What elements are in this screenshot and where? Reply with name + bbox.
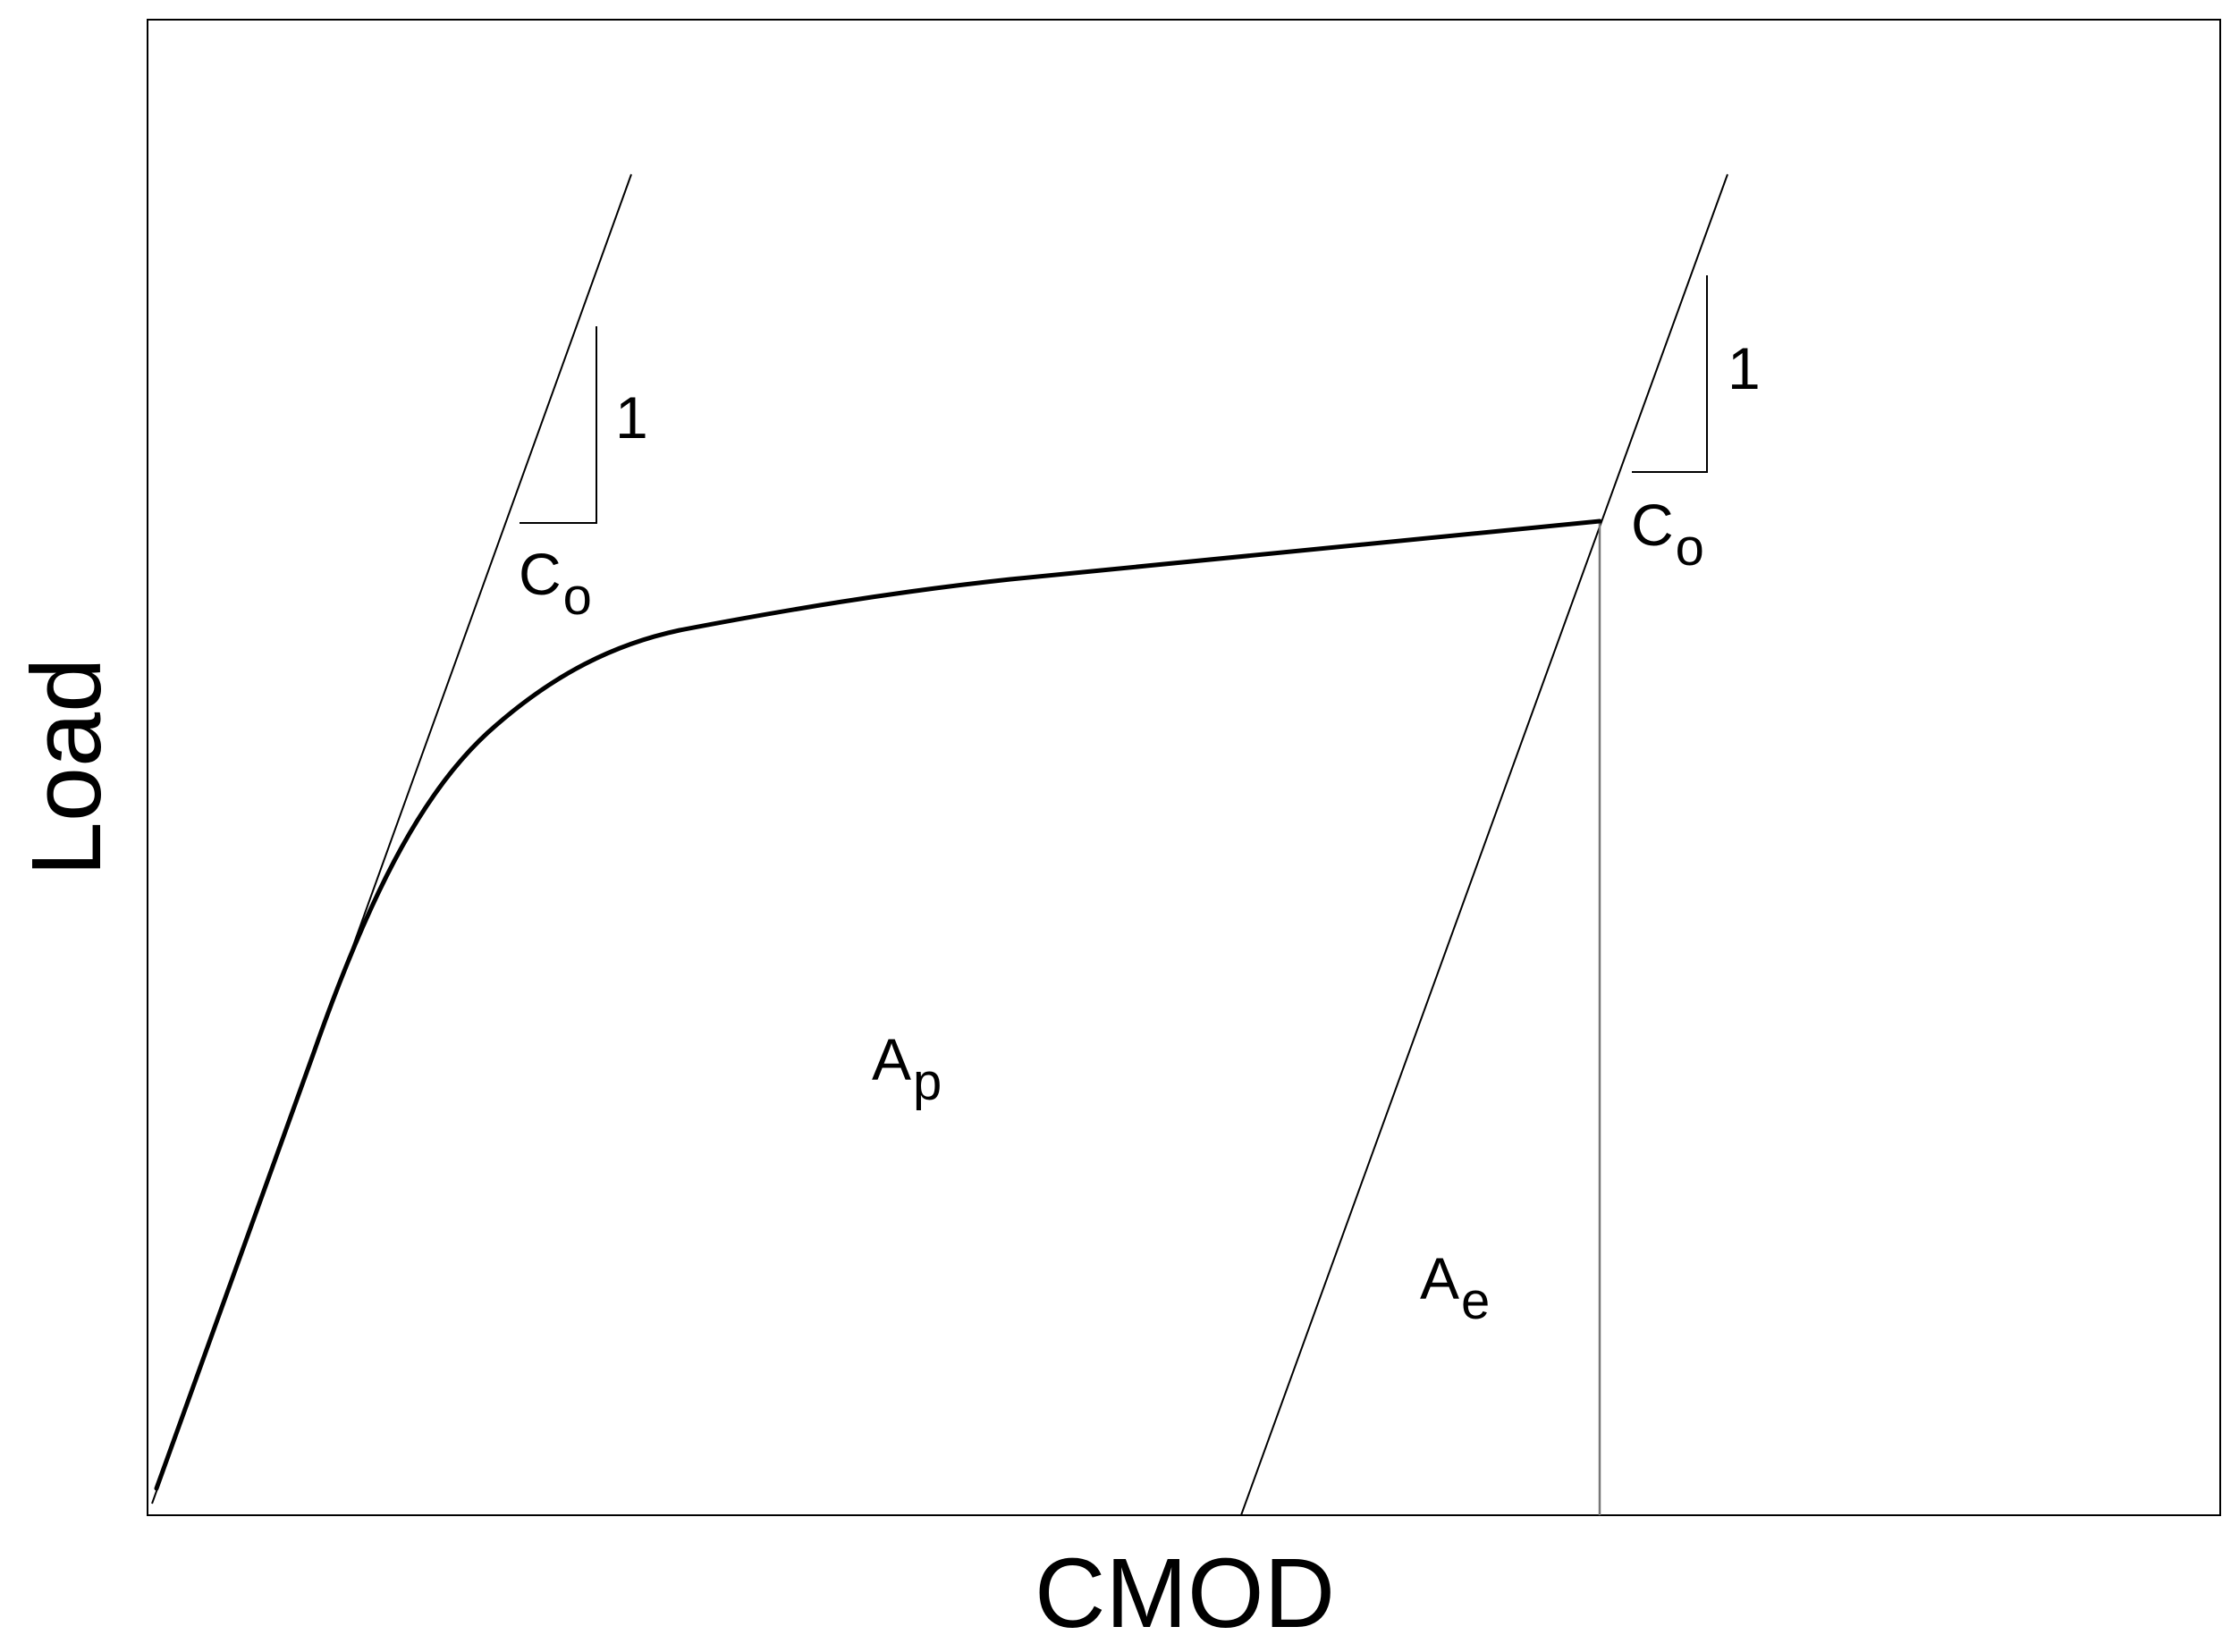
- slope-triangle-right: [1632, 275, 1708, 473]
- slope-rise-label-right: 1: [1728, 335, 1761, 401]
- elastic-area-subscript: e: [1461, 1272, 1490, 1330]
- plastic-area-label: Ap: [872, 1026, 942, 1111]
- x-axis-label: CMOD: [1035, 1538, 1335, 1648]
- y-axis-label: Load: [12, 658, 122, 877]
- slope-triangle-left: [520, 326, 597, 524]
- slope-rise-label-left: 1: [615, 384, 648, 451]
- compliance-label-left: Co: [519, 541, 592, 626]
- plastic-area-symbol: A: [872, 1026, 911, 1092]
- compliance-symbol-right: C: [1631, 492, 1674, 558]
- elastic-area-label: Ae: [1420, 1245, 1490, 1330]
- compliance-subscript-right: o: [1676, 518, 1704, 577]
- compliance-symbol-left: C: [519, 541, 562, 607]
- load-cmod-curve: [154, 518, 1602, 1491]
- plastic-area-subscript: p: [913, 1053, 942, 1111]
- compliance-label-right: Co: [1631, 492, 1704, 577]
- elastic-area-symbol: A: [1420, 1245, 1459, 1311]
- compliance-subscript-left: o: [563, 568, 592, 626]
- plot-frame: [147, 19, 2221, 1516]
- unloading-line: [1240, 173, 1728, 1516]
